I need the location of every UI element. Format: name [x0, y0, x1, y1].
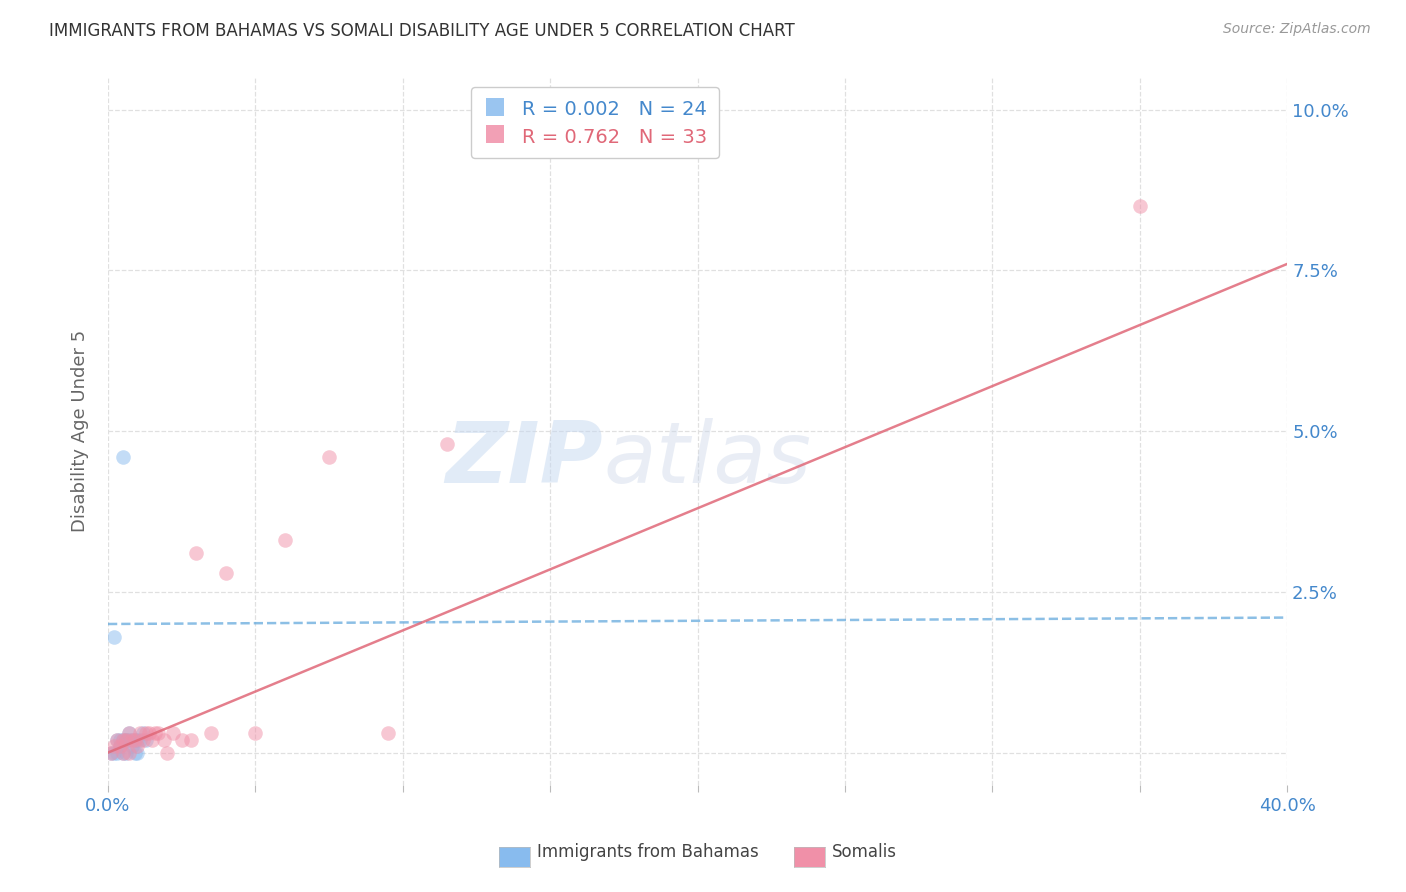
Point: [200, 726, 222, 740]
Point: [215, 566, 238, 580]
Point: [108, 739, 131, 754]
Point: [127, 739, 149, 754]
Point: [127, 746, 149, 760]
Point: [105, 732, 128, 747]
Point: [1129, 199, 1152, 213]
Point: [124, 732, 146, 747]
Point: [100, 746, 122, 760]
Point: [129, 732, 152, 747]
Point: [114, 746, 136, 760]
Point: [103, 746, 125, 760]
Point: [121, 732, 143, 747]
Point: [121, 732, 143, 747]
Point: [170, 732, 193, 747]
Text: Immigrants from Bahamas: Immigrants from Bahamas: [537, 843, 759, 861]
Point: [132, 732, 155, 747]
Point: [138, 726, 160, 740]
Point: [114, 732, 136, 747]
Point: [108, 732, 131, 747]
Point: [114, 732, 136, 747]
Point: [274, 533, 297, 548]
Point: [156, 746, 179, 760]
Point: [135, 726, 157, 740]
Point: [111, 732, 134, 747]
Point: [135, 732, 157, 747]
Point: [245, 726, 267, 740]
Point: [318, 450, 340, 464]
Y-axis label: Disability Age Under 5: Disability Age Under 5: [72, 330, 89, 533]
Point: [111, 746, 134, 760]
Point: [186, 546, 208, 560]
Point: [117, 726, 139, 740]
Text: IMMIGRANTS FROM BAHAMAS VS SOMALI DISABILITY AGE UNDER 5 CORRELATION CHART: IMMIGRANTS FROM BAHAMAS VS SOMALI DISABI…: [49, 22, 794, 40]
Point: [108, 739, 131, 754]
Point: [111, 746, 134, 760]
Text: Source: ZipAtlas.com: Source: ZipAtlas.com: [1223, 22, 1371, 37]
Point: [121, 739, 143, 754]
Point: [143, 726, 166, 740]
Point: [132, 726, 155, 740]
Point: [100, 746, 122, 760]
Text: Somalis: Somalis: [832, 843, 897, 861]
Point: [103, 630, 125, 644]
Point: [105, 746, 128, 760]
Point: [117, 726, 139, 740]
Text: atlas: atlas: [603, 417, 811, 501]
Point: [180, 732, 202, 747]
Text: ZIP: ZIP: [446, 417, 603, 501]
Point: [141, 732, 163, 747]
Legend: R = 0.002   N = 24, R = 0.762   N = 33: R = 0.002 N = 24, R = 0.762 N = 33: [471, 87, 718, 159]
Point: [129, 726, 152, 740]
Point: [146, 726, 169, 740]
Point: [124, 746, 146, 760]
Point: [127, 732, 149, 747]
Point: [105, 732, 128, 747]
Point: [153, 732, 176, 747]
Point: [103, 739, 125, 754]
Point: [111, 732, 134, 747]
Point: [117, 732, 139, 747]
Point: [436, 437, 458, 451]
Point: [377, 726, 399, 740]
Point: [117, 746, 139, 760]
Point: [124, 732, 146, 747]
Point: [114, 732, 136, 747]
Point: [162, 726, 184, 740]
Point: [111, 450, 134, 464]
